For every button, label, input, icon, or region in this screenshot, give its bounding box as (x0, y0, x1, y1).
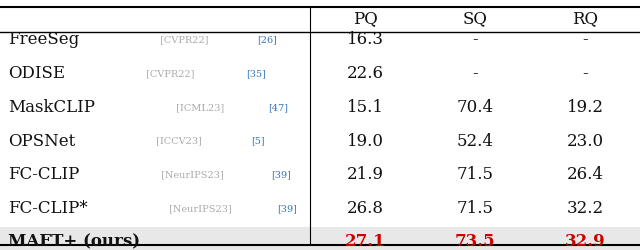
Text: 27.1: 27.1 (345, 234, 385, 250)
Text: PQ: PQ (353, 10, 378, 28)
Text: 71.5: 71.5 (456, 200, 493, 217)
Text: [NeurIPS23]: [NeurIPS23] (157, 170, 227, 179)
Text: 15.1: 15.1 (346, 99, 383, 116)
Text: [NeurIPS23]: [NeurIPS23] (166, 204, 235, 213)
Text: 19.2: 19.2 (566, 99, 604, 116)
Text: -: - (472, 32, 478, 48)
Text: [ICML23]: [ICML23] (173, 103, 228, 112)
Text: [CVPR22]: [CVPR22] (143, 69, 198, 78)
Text: FC-CLIP*: FC-CLIP* (8, 200, 88, 217)
Text: 16.3: 16.3 (346, 32, 383, 48)
Text: [35]: [35] (246, 69, 266, 78)
Text: FC-CLIP: FC-CLIP (8, 166, 79, 183)
Text: SQ: SQ (463, 10, 488, 28)
Text: ODISE: ODISE (8, 65, 65, 82)
Text: OPSNet: OPSNet (8, 132, 76, 150)
Text: 26.4: 26.4 (566, 166, 604, 183)
Text: MAFT+ (ours): MAFT+ (ours) (8, 234, 140, 250)
Text: 73.5: 73.5 (454, 234, 495, 250)
Text: 19.0: 19.0 (346, 132, 383, 150)
Text: -: - (582, 65, 588, 82)
Text: 32.9: 32.9 (564, 234, 605, 250)
Text: [ICCV23]: [ICCV23] (154, 136, 205, 145)
Text: FreeSeg: FreeSeg (8, 32, 79, 48)
Text: -: - (472, 65, 478, 82)
Text: 21.9: 21.9 (346, 166, 383, 183)
Text: MaskCLIP: MaskCLIP (8, 99, 95, 116)
Bar (0, 227, 640, 250)
Text: -: - (582, 32, 588, 48)
Text: [CVPR22]: [CVPR22] (157, 36, 212, 44)
Text: 71.5: 71.5 (456, 166, 493, 183)
Text: 22.6: 22.6 (346, 65, 383, 82)
Text: 52.4: 52.4 (456, 132, 493, 150)
Text: 32.2: 32.2 (566, 200, 604, 217)
Text: [26]: [26] (257, 36, 276, 44)
Text: [39]: [39] (277, 204, 297, 213)
Text: [39]: [39] (271, 170, 291, 179)
Text: 23.0: 23.0 (566, 132, 604, 150)
Text: [5]: [5] (251, 136, 264, 145)
Text: [47]: [47] (269, 103, 289, 112)
Text: 70.4: 70.4 (456, 99, 493, 116)
Text: RQ: RQ (572, 10, 598, 28)
Text: 26.8: 26.8 (346, 200, 383, 217)
